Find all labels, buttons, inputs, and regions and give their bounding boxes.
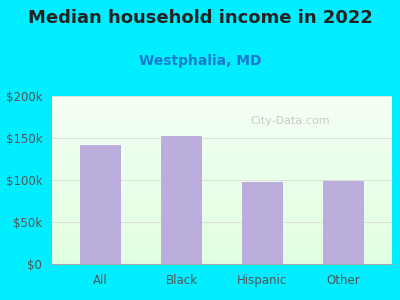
Bar [242,182,283,264]
Text: City-Data.com: City-Data.com [250,116,330,126]
Bar [161,136,202,264]
Text: Median household income in 2022: Median household income in 2022 [28,9,372,27]
Text: Westphalia, MD: Westphalia, MD [139,54,261,68]
Bar [323,181,364,264]
Bar [80,145,121,264]
